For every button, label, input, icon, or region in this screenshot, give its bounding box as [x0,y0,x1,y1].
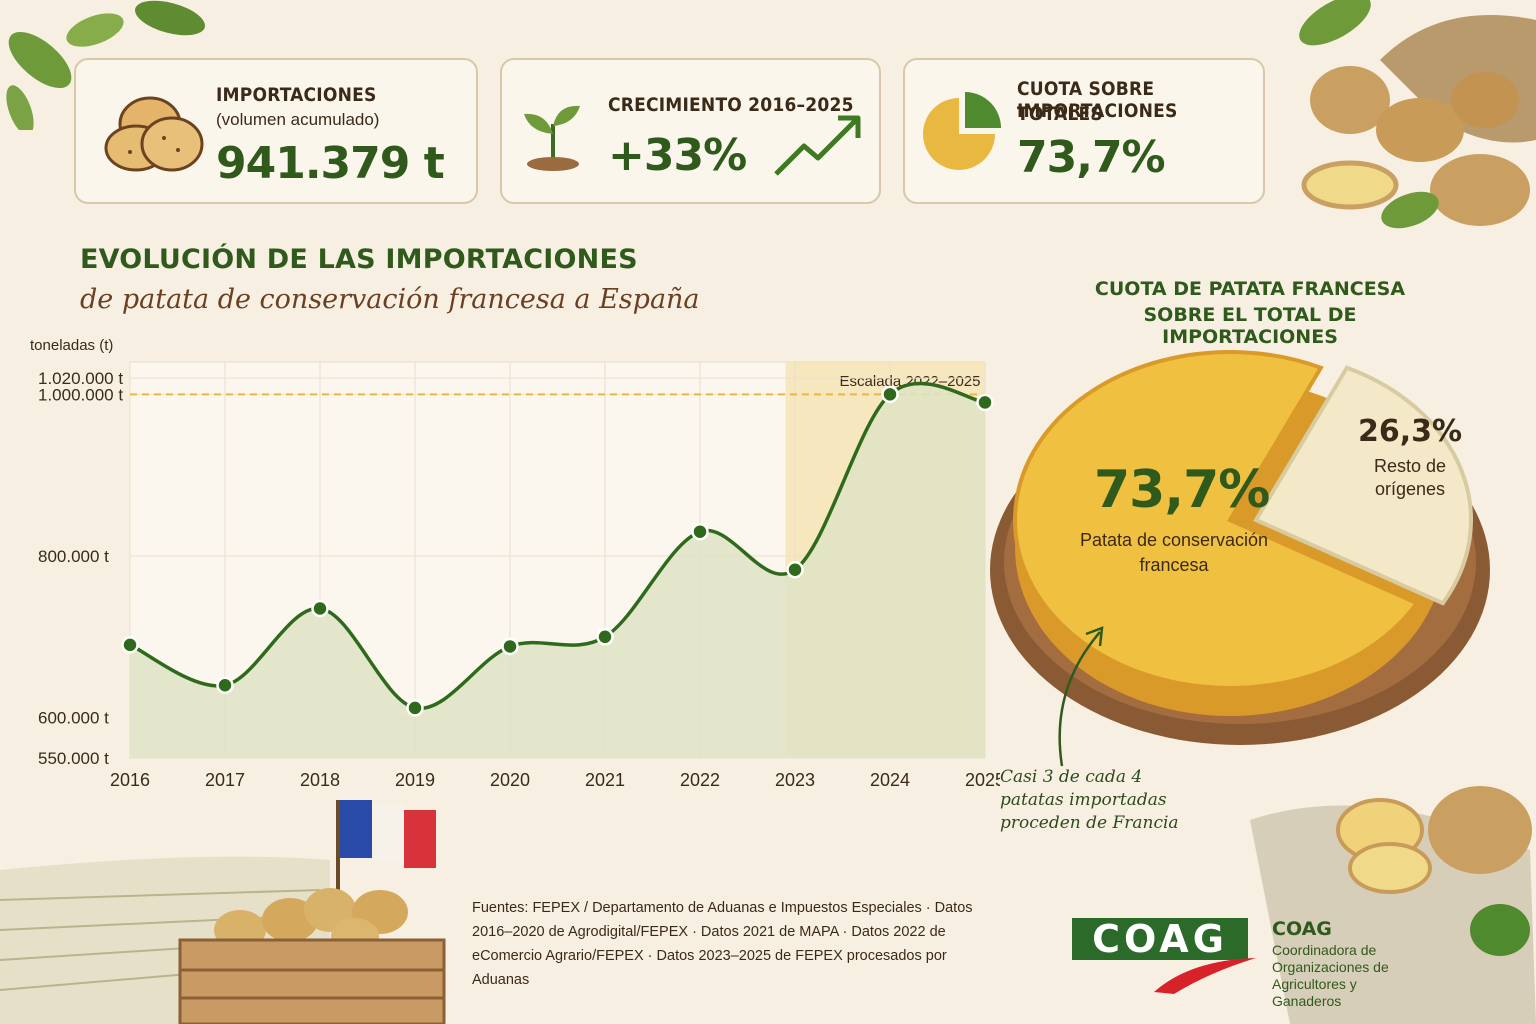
imports-line-chart: Escalada 2022–2025 1.020.000 t1.000.000 t… [30,337,1000,790]
brand-name: COAG [1272,918,1332,940]
trend-up-arrow-icon [774,115,861,176]
data-point-2019 [406,699,424,717]
data-point-2025 [976,393,994,412]
x-tick-label: 2018 [300,770,340,790]
data-point-2018 [311,599,329,618]
x-tick-label: 2020 [490,770,530,790]
series-line [129,381,986,710]
potatoes-decoration [1250,786,1536,1024]
pie-rest-label-1: Resto de [1373,456,1447,476]
x-tick-label: 2016 [110,770,150,790]
kpi-imports-label: IMPORTACIONES [216,84,377,106]
coag-logo: COAG [1072,918,1248,960]
brand-full-name: Coordinadora de Organizaciones de Agricu… [1272,942,1389,1009]
data-point-2021 [596,628,614,646]
kpi-imports-value: 941.379 t [216,138,445,189]
sources-text: Fuentes: FEPEX / Departamento de Aduanas… [472,900,973,988]
x-tick-label: 2023 [775,770,815,790]
highlight-label: Escalada 2022–2025 [840,373,981,390]
kpi-share-value: 73,7% [1017,132,1166,183]
pie-rest-label-2: orígenes [1374,479,1446,499]
note-arrow-icon [1058,626,1104,767]
leaves-decoration [6,0,205,130]
share-pie-chart [990,350,1490,745]
coag-logo-swoosh [1154,958,1256,994]
x-tick-label: 2024 [870,770,910,790]
chart-title: EVOLUCIÓN DE LAS IMPORTACIONES [80,244,638,275]
x-tick-label: 2019 [395,770,435,790]
kpi-card-growth: CRECIMIENTO 2016–2025 +33% [500,58,881,204]
kpi-growth-label: CRECIMIENTO 2016–2025 [608,94,854,116]
pie-title-line1: CUOTA DE PATATA FRANCESA [1094,278,1406,300]
y-tick-label: 1.020.000 t [38,369,123,388]
kpi-growth-value: +33% [608,130,747,181]
data-point-2023 [786,560,804,579]
pie-rest-value: 26,3% [1357,414,1463,449]
y-tick-label: 600.000 t [38,709,109,728]
x-tick-label: 2022 [680,770,720,790]
wooden-crate [178,938,446,1024]
data-point-2017 [216,676,234,695]
y-axis-label: toneladas (t) [30,337,113,354]
kpi-imports-sub: (volumen acumulado) [216,110,380,129]
pie-main-label-2: francesa [1139,555,1209,575]
sprout-icon [524,105,580,171]
pie-main-label-1: Patata de conservación [1079,530,1269,550]
data-point-2020 [501,637,519,656]
x-tick-label: 2017 [205,770,245,790]
y-tick-label: 550.000 t [38,749,109,768]
pie-slice-francesa [1013,350,1420,690]
field-crate-decoration [0,800,446,1024]
x-tick-label: 2025 [965,770,1000,790]
data-point-2022 [691,522,709,541]
pie-slice-resto [1253,365,1473,606]
chart-subtitle: de patata de conservación francesa a Esp… [80,284,700,315]
pie-title-line2: SOBRE EL TOTAL DE IMPORTACIONES [1143,304,1357,348]
line-area-fill [130,383,985,758]
data-point-2016 [121,636,139,654]
y-tick-label: 800.000 t [38,547,109,566]
kpi-card-share: CUOTA SOBRE IMPORTACIONES TOTALES 73,7% [903,58,1265,204]
potato-sack-decoration [1299,0,1536,229]
french-flag-red [404,810,436,868]
pie-note: Casi 3 de cada 4 patatas importadas proc… [1000,767,1179,833]
kpi-card-imports: IMPORTACIONES (volumen acumulado) 941.37… [74,58,478,204]
data-point-2024 [881,385,899,404]
pie-main-value: 73,7% [1094,460,1270,520]
pie-chart-icon [923,92,1001,170]
french-flag-blue [340,800,372,858]
kpi-share-label-1: CUOTA SOBRE IMPORTACIONES [1017,78,1178,122]
y-tick-label: 1.000.000 t [38,385,123,404]
x-tick-label: 2021 [585,770,625,790]
kpi-share-label-2: TOTALES [1017,103,1103,125]
potato-icon [104,96,204,172]
french-flag-white [372,804,404,862]
